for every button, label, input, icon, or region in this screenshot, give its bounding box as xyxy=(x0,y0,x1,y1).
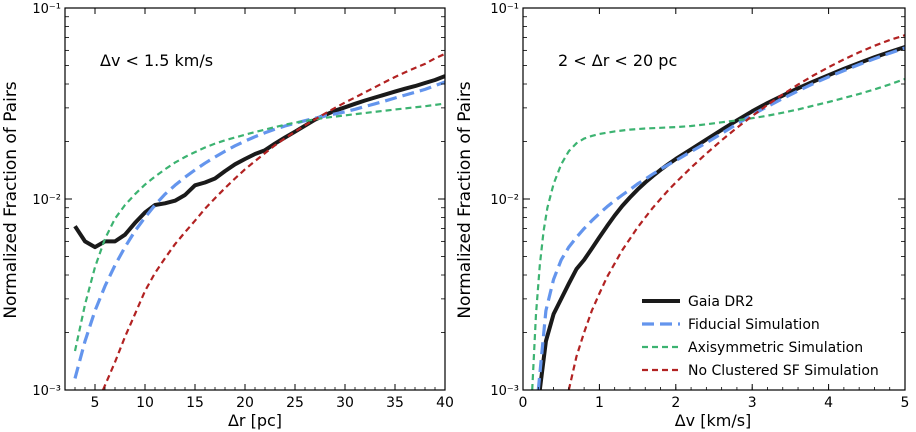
left-y-tick-label: 10⁻¹ xyxy=(32,2,61,17)
right-y-tick-label: 10⁻¹ xyxy=(490,2,519,17)
left-line-axisymmetric-simulation xyxy=(73,102,445,352)
legend-label-no-clustered-sf-simulation: No Clustered SF Simulation xyxy=(688,363,879,379)
right-annotation: 2 < Δr < 20 pc xyxy=(558,51,677,70)
legend-label-axisymmetric-simulation: Axisymmetric Simulation xyxy=(688,340,863,356)
left-series-group xyxy=(73,52,445,390)
right-ylabel: Normalized Fraction of Pairs xyxy=(455,81,475,318)
legend: Gaia DR2 Fiducial Simulation Axisymmetric … xyxy=(642,294,879,379)
right-panel: Normalized Fraction of Pairs 2 < Δr < 20… xyxy=(455,2,909,430)
right-x-tick-label: 4 xyxy=(824,395,833,411)
left-ylabel: Normalized Fraction of Pairs xyxy=(1,81,21,318)
left-panel: Normalized Fraction of Pairs Δv < 1.5 km… xyxy=(1,2,454,430)
left-x-tick-label: 40 xyxy=(436,395,454,411)
left-x-tick-label: 15 xyxy=(186,395,204,411)
right-line-no-clustered-sf-simulation xyxy=(567,34,905,390)
left-x-tick-label: 30 xyxy=(336,395,354,411)
right-x-tick-label: 3 xyxy=(748,395,757,411)
left-line-gaia-dr2 xyxy=(73,74,445,250)
left-x-tick-label: 35 xyxy=(386,395,404,411)
right-x-tick-label: 2 xyxy=(671,395,680,411)
left-x-tick-label: 25 xyxy=(286,395,304,411)
left-xlabel: Δr [pc] xyxy=(228,411,282,430)
left-line-fiducial-simulation xyxy=(73,80,445,379)
right-x-tick-label: 1 xyxy=(595,395,604,411)
left-x-tick-label: 20 xyxy=(236,395,254,411)
legend-label-gaia-dr2: Gaia DR2 xyxy=(688,294,754,310)
right-line-fiducial-simulation xyxy=(536,46,905,390)
left-y-tick-label: 10⁻² xyxy=(32,193,61,208)
left-y-tick-label: 10⁻³ xyxy=(32,384,61,399)
left-x-tick-label: 5 xyxy=(91,395,100,411)
right-x-tick-label: 5 xyxy=(901,395,910,411)
left-annotation: Δv < 1.5 km/s xyxy=(100,51,213,70)
right-y-tick-label: 10⁻³ xyxy=(490,384,519,399)
right-x-tick-label: 0 xyxy=(519,395,528,411)
right-y-tick-label: 10⁻² xyxy=(490,193,519,208)
right-series-group xyxy=(531,34,905,390)
left-x-tick-label: 10 xyxy=(136,395,154,411)
legend-label-fiducial-simulation: Fiducial Simulation xyxy=(688,317,820,333)
right-xlabel: Δv [km/s] xyxy=(675,411,752,430)
right-line-axisymmetric-simulation xyxy=(531,77,905,390)
left-line-no-clustered-sf-simulation xyxy=(101,52,445,390)
